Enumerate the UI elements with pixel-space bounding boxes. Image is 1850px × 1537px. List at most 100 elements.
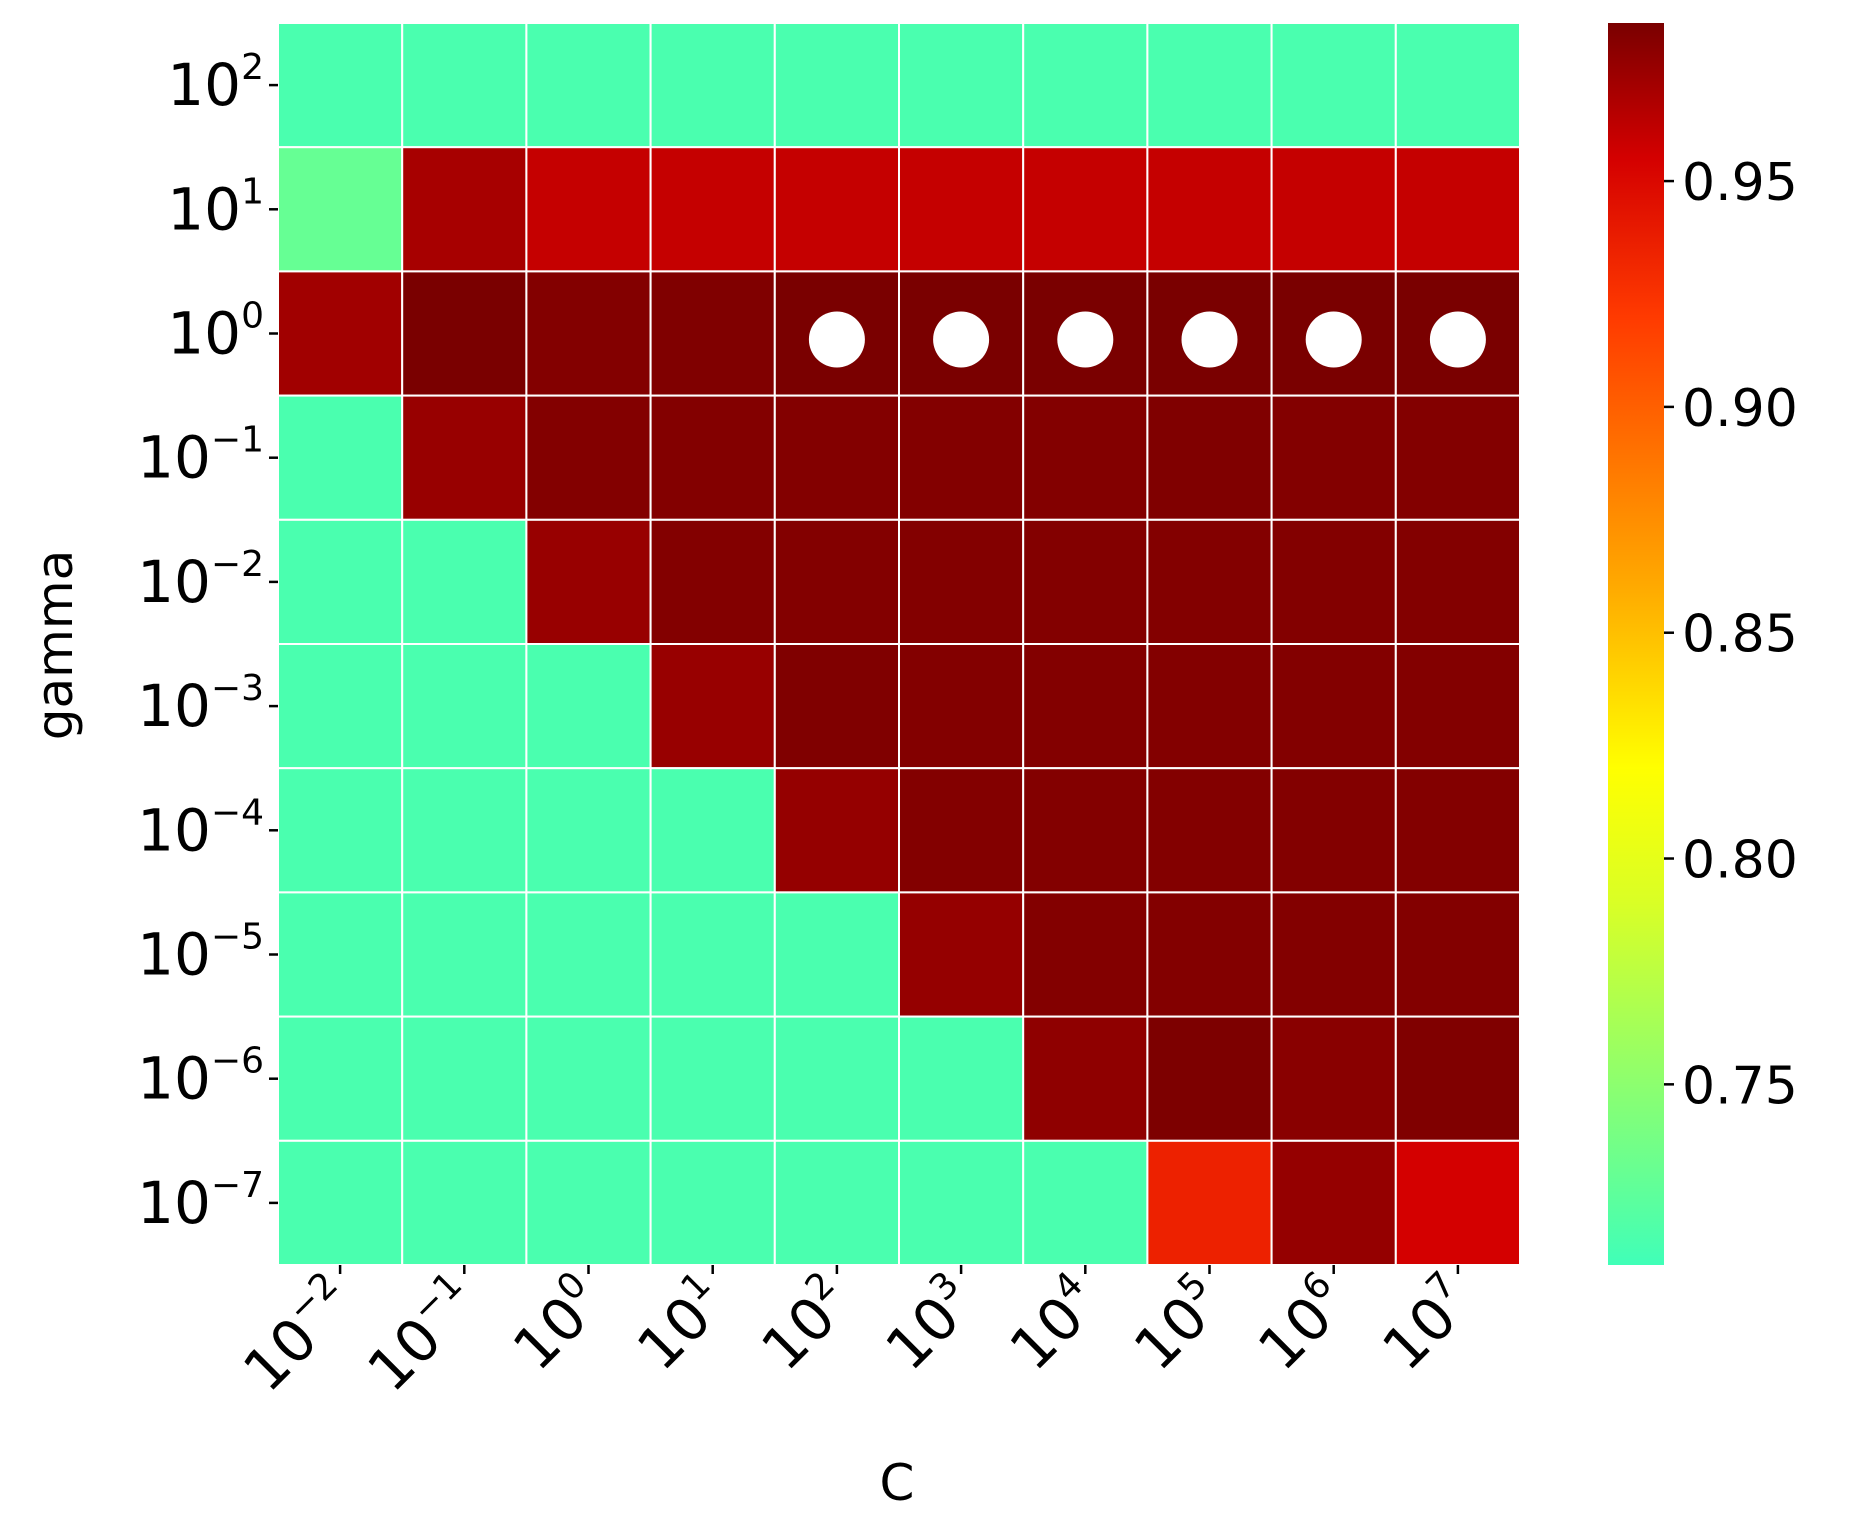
heatmap-cell <box>1270 1139 1397 1267</box>
heatmap-cell <box>401 394 528 521</box>
x-tick-label: 105 <box>1118 1264 1237 1383</box>
heatmap-cell <box>525 1139 652 1267</box>
heatmap-cell <box>1394 767 1522 894</box>
heatmap-cell <box>649 146 776 273</box>
heatmap-cell <box>649 643 776 770</box>
heatmap-cell <box>1394 643 1522 770</box>
heatmap-cell <box>898 518 1025 645</box>
heatmap-cell <box>277 767 404 894</box>
colorbar-tick-label: 0.75 <box>1682 1056 1798 1116</box>
heatmap-cell <box>277 891 404 1018</box>
heatmap-cell <box>1394 146 1522 273</box>
x-tick-label: 104 <box>994 1264 1113 1383</box>
best-score-marker <box>1057 311 1114 368</box>
colorbar-tick-label: 0.95 <box>1682 153 1798 213</box>
heatmap-cell <box>525 643 652 770</box>
y-tick-label: 10−5 <box>137 917 264 989</box>
best-score-marker <box>1305 311 1362 368</box>
heatmap-cell <box>1270 1015 1397 1142</box>
y-axis: 102 101 100 10−1 10−2 10−3 10−4 10−5 10−6 10−7 <box>137 47 278 1237</box>
heatmap-cell <box>649 22 776 149</box>
x-tick-label: 100 <box>497 1264 616 1383</box>
heatmap-cell <box>1022 643 1149 770</box>
heatmap-cell <box>649 767 776 894</box>
heatmap-cell <box>1146 891 1273 1018</box>
heatmap-cell <box>1146 1139 1273 1267</box>
heatmap-cell <box>277 518 404 645</box>
colorbar-tick-label: 0.85 <box>1682 605 1798 665</box>
heatmap-cell <box>649 270 776 397</box>
heatmap-cell <box>1146 643 1273 770</box>
colorbar-tick-label: 0.80 <box>1682 831 1798 891</box>
y-tick-label: 10−6 <box>137 1041 264 1113</box>
heatmap-cell <box>1146 22 1273 149</box>
y-tick-label: 101 <box>167 171 264 243</box>
heatmap-cell <box>898 767 1025 894</box>
heatmap-cell <box>525 22 652 149</box>
heatmap-cell <box>1270 767 1397 894</box>
heatmap-cell <box>277 270 404 397</box>
heatmap-cell <box>525 394 652 521</box>
heatmap-cell <box>1146 767 1273 894</box>
heatmap-cell <box>773 22 900 149</box>
heatmap-cell <box>525 1015 652 1142</box>
heatmap-cell <box>1270 518 1397 645</box>
heatmap-cell <box>277 1139 404 1267</box>
x-tick-label: 102 <box>745 1264 864 1383</box>
colorbar: 0.75 0.80 0.85 0.90 0.95 <box>1608 23 1798 1265</box>
heatmap-cell <box>649 394 776 521</box>
y-tick-label: 10−4 <box>137 792 264 864</box>
heatmap-cell <box>401 643 528 770</box>
heatmap-cell <box>898 891 1025 1018</box>
y-tick-label: 10−1 <box>137 420 264 492</box>
heatmap-cell <box>401 22 528 149</box>
heatmap-cell <box>649 1139 776 1267</box>
heatmap-cell <box>1022 1139 1149 1267</box>
y-axis-title: gamma <box>26 550 84 740</box>
heatmap-cell <box>401 518 528 645</box>
heatmap-cell <box>649 891 776 1018</box>
heatmap-cell <box>525 146 652 273</box>
heatmap-cell <box>401 1015 528 1142</box>
heatmap-cell <box>277 643 404 770</box>
heatmap-cell <box>1394 1015 1522 1142</box>
heatmap-cell <box>1270 22 1397 149</box>
heatmap-cell <box>401 1139 528 1267</box>
heatmap-cell <box>1394 394 1522 521</box>
heatmap-cell <box>1022 767 1149 894</box>
heatmap-cell <box>1022 518 1149 645</box>
heatmap-cell <box>525 767 652 894</box>
heatmap-cell <box>649 518 776 645</box>
heatmap-cell <box>1394 22 1522 149</box>
x-tick-label: 107 <box>1366 1264 1485 1383</box>
heatmap-cell <box>525 518 652 645</box>
x-tick-label: 101 <box>621 1264 740 1383</box>
x-tick-label: 10−1 <box>352 1264 493 1405</box>
heatmap-cell <box>1022 1015 1149 1142</box>
heatmap-cell <box>773 146 900 273</box>
heatmap-cell <box>1146 146 1273 273</box>
x-tick-label: 106 <box>1242 1264 1361 1383</box>
heatmap-cell <box>773 891 900 1018</box>
x-tick-label: 103 <box>870 1264 989 1383</box>
heatmap-cell <box>898 146 1025 273</box>
colorbar-ticks: 0.75 0.80 0.85 0.90 0.95 <box>1664 153 1798 1116</box>
y-tick-label: 10−3 <box>137 668 264 740</box>
x-tick-label: 10−2 <box>227 1264 368 1405</box>
heatmap-cell <box>649 1015 776 1142</box>
heatmap-cell <box>1270 394 1397 521</box>
heatmap-cell <box>525 270 652 397</box>
heatmap-cell <box>773 1015 900 1142</box>
colorbar-gradient <box>1608 23 1664 1265</box>
best-score-marker <box>933 311 990 368</box>
heatmap-cell <box>525 891 652 1018</box>
heatmap-cell <box>1146 394 1273 521</box>
heatmap-cell <box>1394 891 1522 1018</box>
heatmap-cell <box>898 394 1025 521</box>
heatmap-cell <box>277 394 404 521</box>
colorbar-tick-label: 0.90 <box>1682 379 1798 439</box>
heatmap-cell <box>1270 643 1397 770</box>
heatmap-cell <box>773 394 900 521</box>
best-markers <box>808 311 1486 368</box>
